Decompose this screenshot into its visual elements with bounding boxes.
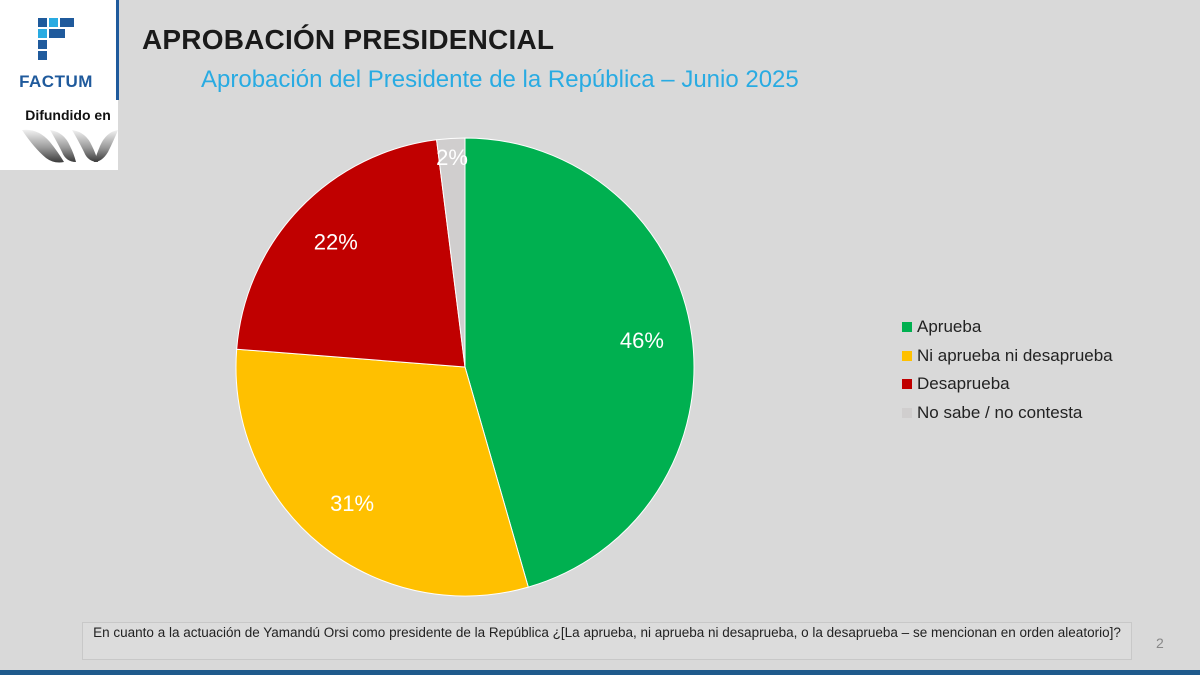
- disseminated-label: Difundido en: [25, 107, 111, 123]
- legend-label: Desaprueba: [917, 374, 1010, 394]
- page-number: 2: [1156, 635, 1164, 651]
- legend-swatch: [902, 322, 912, 333]
- pie-slice-aprueba: [464, 137, 695, 588]
- legend-item-no-sabe: No sabe / no contesta: [902, 399, 1113, 428]
- pie-label-aprueba: 46%: [620, 328, 664, 353]
- page-subtitle: Aprobación del Presidente de la Repúblic…: [201, 66, 799, 93]
- pie-slice-desaprueba: [236, 139, 466, 368]
- legend-label: Aprueba: [917, 317, 982, 337]
- media-logo-icon: [22, 129, 118, 163]
- pie-label-ni-aprueba-ni-desaprueba: 31%: [330, 491, 374, 516]
- legend-swatch: [902, 407, 912, 418]
- legend-label: Ni aprueba ni desaprueba: [917, 345, 1113, 365]
- pie-chart: 46% 31% 22% 2%: [235, 137, 695, 597]
- legend-item-desaprueba: Desaprueba: [902, 370, 1113, 399]
- legend-swatch: [902, 350, 912, 361]
- legend-item-ni-aprueba-ni-desaprueba: Ni aprueba ni desaprueba: [902, 342, 1113, 371]
- header-divider: [116, 0, 119, 100]
- pie-slice-ni-aprueba-ni-desaprueba: [235, 348, 529, 597]
- legend-label: No sabe / no contesta: [917, 402, 1083, 422]
- brand-name: FACTUM: [19, 72, 93, 91]
- page-title: APROBACIÓN PRESIDENCIAL: [142, 24, 555, 55]
- legend-swatch: [902, 379, 912, 390]
- pie-slice-no-sabe-no-contesta: [436, 137, 466, 368]
- legend-item-aprueba: Aprueba: [902, 313, 1113, 342]
- factum-logo-icon: [38, 18, 74, 60]
- chart-legend: Aprueba Ni aprueba ni desaprueba Desapru…: [902, 313, 1113, 427]
- footer-bar: [0, 670, 1200, 675]
- pie-label-no-sabe-no-contesta: 2%: [436, 145, 468, 170]
- pie-label-desaprueba: 22%: [314, 229, 358, 254]
- survey-question: En cuanto a la actuación de Yamandú Orsi…: [82, 622, 1132, 660]
